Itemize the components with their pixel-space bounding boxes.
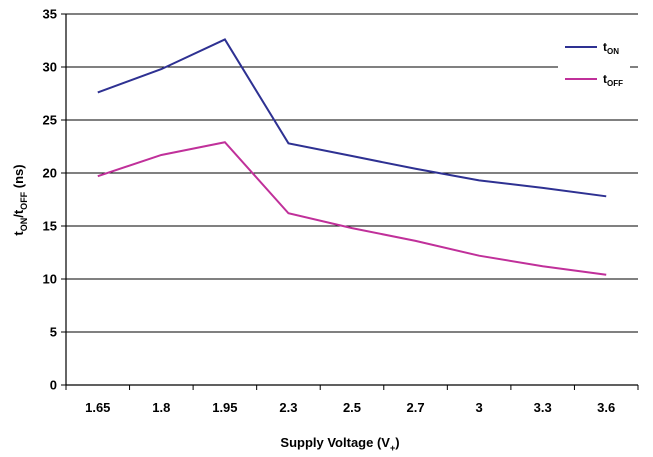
- y-tick-label-5: 5: [50, 325, 57, 340]
- x-tick-label-2.3: 2.3: [279, 400, 297, 415]
- x-tick-label-2.5: 2.5: [343, 400, 361, 415]
- y-tick-label-10: 10: [43, 272, 57, 287]
- x-tick-label-1.65: 1.65: [85, 400, 110, 415]
- x-tick-label-3: 3: [475, 400, 482, 415]
- x-tick-label-3.3: 3.3: [534, 400, 552, 415]
- legend-label-tOFF: tOFF: [603, 72, 623, 88]
- x-tick-label-1.95: 1.95: [212, 400, 237, 415]
- series-lines: [97, 38, 607, 276]
- x-tick-label-1.8: 1.8: [152, 400, 170, 415]
- series-line-tOFF: [97, 141, 607, 276]
- legend-background: [558, 34, 630, 96]
- gridlines: [66, 13, 638, 333]
- x-tick-label-2.7: 2.7: [407, 400, 425, 415]
- series-line-tON: [97, 38, 607, 198]
- legend: tON tOFF: [565, 40, 623, 88]
- y-tick-label-35: 35: [43, 7, 57, 22]
- y-tick-label-0: 0: [50, 378, 57, 393]
- x-tick-label-3.6: 3.6: [597, 400, 615, 415]
- y-tick-label-15: 15: [43, 219, 57, 234]
- x-tick-labels: 1.65 1.8 1.95 2.3 2.5 2.7 3 3.3 3.6: [85, 400, 615, 415]
- y-tick-label-20: 20: [43, 166, 57, 181]
- axes: [61, 13, 639, 390]
- legend-label-tON: tON: [603, 40, 619, 56]
- x-axis-title: Supply Voltage (V+): [280, 435, 399, 453]
- y-tick-label-25: 25: [43, 113, 57, 128]
- y-axis-title: tON/tOFF (ns): [11, 164, 29, 235]
- y-tick-label-30: 30: [43, 60, 57, 75]
- y-tick-labels: 0 5 10 15 20 25 30 35: [43, 7, 57, 393]
